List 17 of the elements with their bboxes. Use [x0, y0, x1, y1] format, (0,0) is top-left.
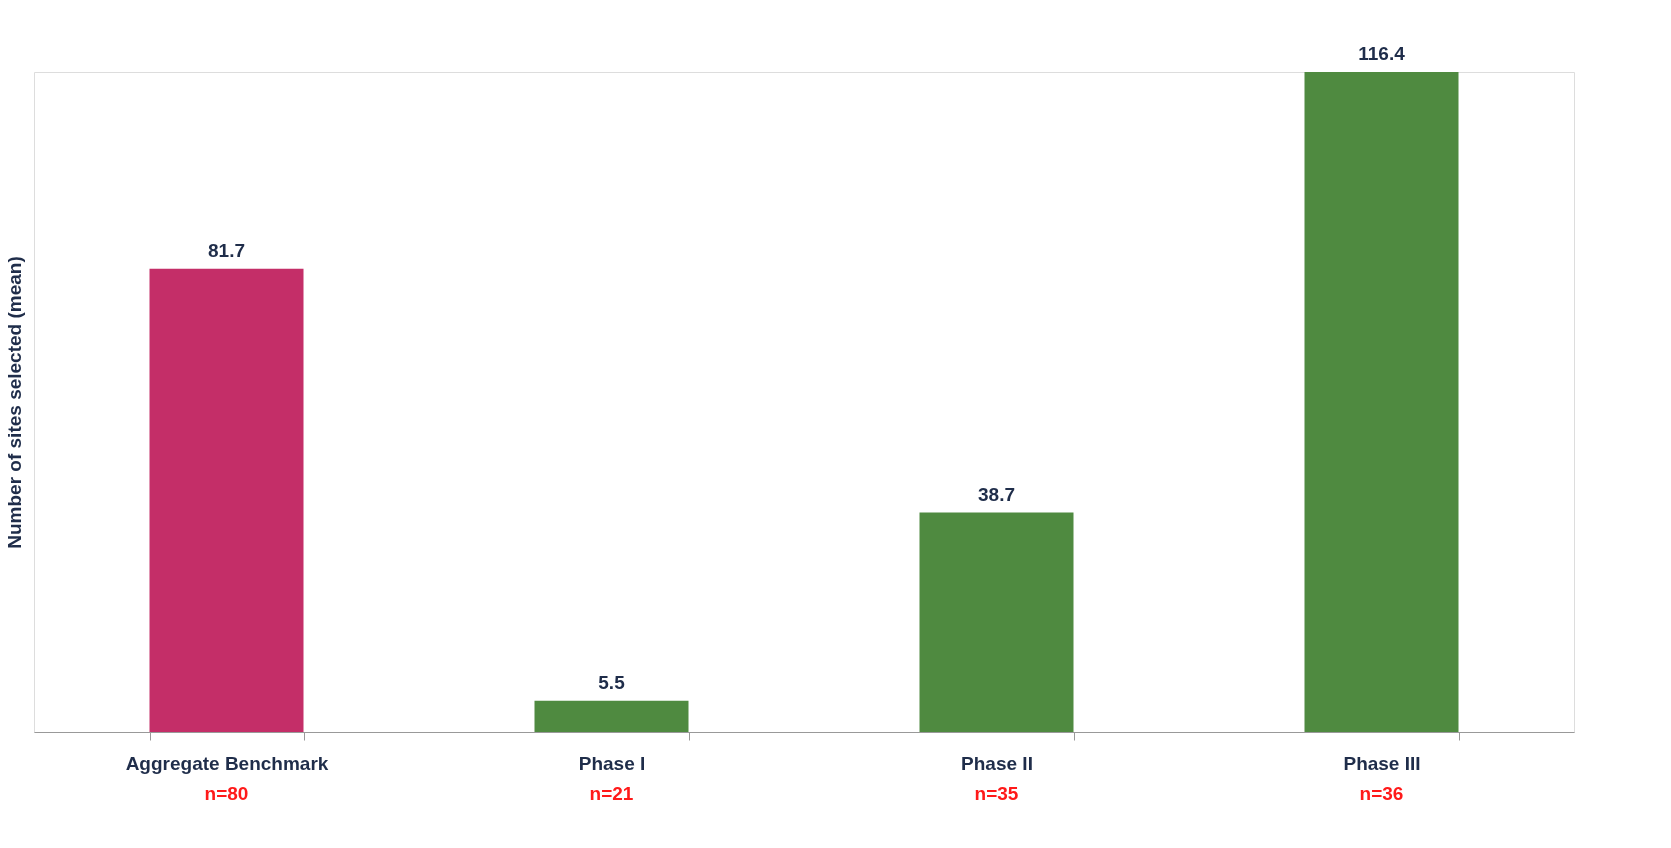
bar — [919, 512, 1074, 732]
data-label: 81.7 — [208, 239, 245, 261]
y-axis-title: Number of sites selected (mean) — [3, 256, 25, 549]
x-tick-label: Phase I — [578, 752, 646, 774]
data-label: 5.5 — [598, 671, 626, 693]
x-tick-label: Phase III — [1343, 752, 1421, 774]
bar — [1304, 72, 1459, 732]
text: n=80 — [204, 783, 249, 804]
text: n=21 — [589, 783, 634, 804]
x-tick-label: Aggregate Benchmark — [125, 752, 329, 774]
data-label: 38.7 — [978, 483, 1015, 505]
data-label: 116.4 — [1358, 43, 1406, 64]
bar — [534, 700, 689, 732]
text: n=35 — [974, 783, 1019, 804]
text: n=36 — [1359, 783, 1404, 804]
x-tick-label: Phase II — [961, 752, 1033, 774]
bar — [149, 268, 304, 732]
